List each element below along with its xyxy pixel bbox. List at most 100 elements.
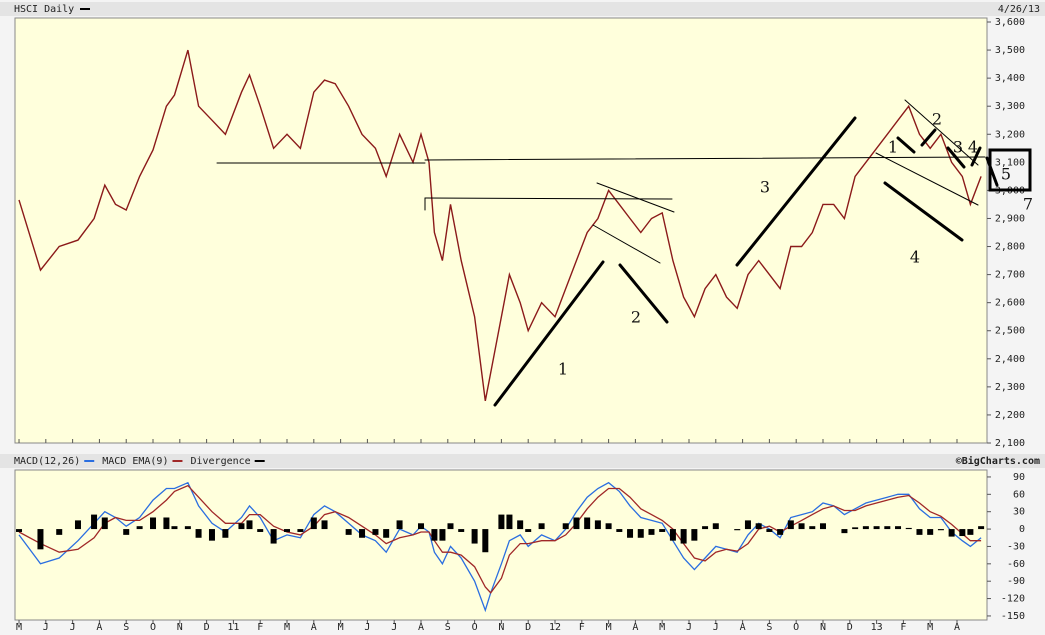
y-tick-label: -30 (1007, 541, 1025, 552)
macd-line (18, 484, 982, 594)
x-tick-label: A (632, 622, 638, 633)
annotation: 1 (558, 360, 568, 379)
x-tick-label: D (204, 622, 210, 633)
wave-line (618, 263, 669, 324)
divergence-bar (680, 529, 687, 544)
divergence-bar (74, 520, 81, 530)
y-tick-label: 60 (1013, 489, 1025, 500)
wave-line (883, 181, 964, 242)
channel-line (592, 224, 661, 264)
date-label: 4/26/13 (998, 4, 1040, 15)
marks: 2,100 2,200 2,300 2,400 2,500 2,600 2,700 2,800… (14, 17, 1033, 633)
x-tick-label: N (177, 622, 183, 633)
wave-line (970, 146, 982, 167)
divergence-bar (744, 520, 751, 530)
y-tick-label: 2,900 (995, 213, 1025, 224)
divergence-bar (594, 520, 601, 530)
wave-line (920, 128, 937, 147)
divergence-bar (819, 523, 826, 530)
x-tick-label: A (96, 622, 102, 633)
divergence-bar (238, 523, 245, 530)
x-tick-label: J (713, 622, 719, 633)
wave-line (735, 116, 857, 267)
divergence-bar (978, 526, 985, 530)
hand-drawings (216, 99, 1032, 407)
trend-line (424, 156, 986, 161)
annotation: 7 (1023, 195, 1033, 214)
x-tick-label: 13 (871, 622, 883, 633)
divergence-bar (637, 529, 644, 538)
divergence-bar (755, 523, 762, 530)
x-tick-label: O (472, 622, 478, 633)
x-tick-label: M (338, 622, 344, 633)
legend-label: MACD(12,26) (14, 456, 80, 467)
divergence-bar (310, 517, 317, 530)
y-tick-label: 30 (1013, 507, 1025, 518)
annotation: 3 (760, 178, 770, 197)
divergence-bar (967, 529, 974, 535)
x-tick-label: O (150, 622, 156, 633)
divergence-bar (616, 529, 623, 532)
x-tick-label: 11 (227, 622, 239, 633)
y-tick-label: 3,400 (995, 73, 1025, 84)
x-tick-label: A (418, 622, 424, 633)
divergence-bar (669, 529, 676, 541)
divergence-bar (123, 529, 130, 535)
divergence-bar (458, 529, 465, 532)
y-tick-label: -60 (1007, 559, 1025, 570)
divergence-bar (734, 529, 741, 531)
y-tick-label: 3,300 (995, 101, 1025, 112)
x-tick-label: S (766, 622, 772, 633)
source-label: ©BigCharts.com (956, 455, 1040, 467)
divergence-bar (171, 526, 178, 530)
y-tick-label: 2,100 (995, 438, 1025, 449)
x-tick-label: D (847, 622, 853, 633)
x-tick-label: N (820, 622, 826, 633)
divergence-bar (37, 529, 44, 550)
divergence-bar (841, 529, 848, 534)
divergence-bar (562, 523, 569, 530)
divergence-bar (905, 527, 912, 530)
divergence-bar (787, 520, 794, 530)
y-tick-label: 2,600 (995, 298, 1025, 309)
divergence-bar (16, 529, 23, 532)
divergence-bar (101, 517, 108, 530)
divergence-bar (321, 520, 328, 530)
divergence-bar (777, 529, 784, 535)
divergence-bar (766, 529, 773, 532)
y-tick-label: 3,500 (995, 45, 1025, 56)
divergence-bar (150, 517, 157, 530)
divergence-bar (383, 529, 390, 538)
y-tick-label: 3,200 (995, 129, 1025, 140)
x-tick-label: F (257, 622, 263, 633)
divergence-bar (517, 520, 524, 530)
divergence-bar (702, 526, 709, 530)
y-tick-label: 0 (1019, 524, 1025, 535)
y-tick-label: 3,100 (995, 157, 1025, 168)
divergence-bar (372, 529, 379, 535)
divergence-bar (809, 526, 816, 530)
x-tick-label: J (364, 622, 370, 633)
x-tick-label: A (740, 622, 746, 633)
y-tick-label: 2,200 (995, 410, 1025, 421)
divergence-bar (798, 523, 805, 530)
x-tick-label: D (525, 622, 531, 633)
macd-line (18, 481, 982, 613)
channel-line (875, 152, 979, 206)
divergence-bar (712, 523, 719, 530)
header-bar (0, 2, 1045, 16)
divergence-bar (439, 529, 446, 541)
divergence-bar (136, 526, 143, 530)
divergence-bar (584, 517, 591, 530)
y-tick-label: 2,300 (995, 382, 1025, 393)
x-tick-label: M (927, 622, 933, 633)
divergence-bar (284, 529, 291, 532)
divergence-bar (246, 520, 253, 530)
divergence-bar (163, 517, 170, 530)
divergence-bar (431, 529, 438, 541)
y-tick-label: 2,400 (995, 354, 1025, 365)
legend-label: Divergence (190, 456, 250, 467)
divergence-bar (482, 529, 489, 553)
divergence-bar (184, 526, 191, 530)
annotation: 5 (1001, 165, 1011, 184)
